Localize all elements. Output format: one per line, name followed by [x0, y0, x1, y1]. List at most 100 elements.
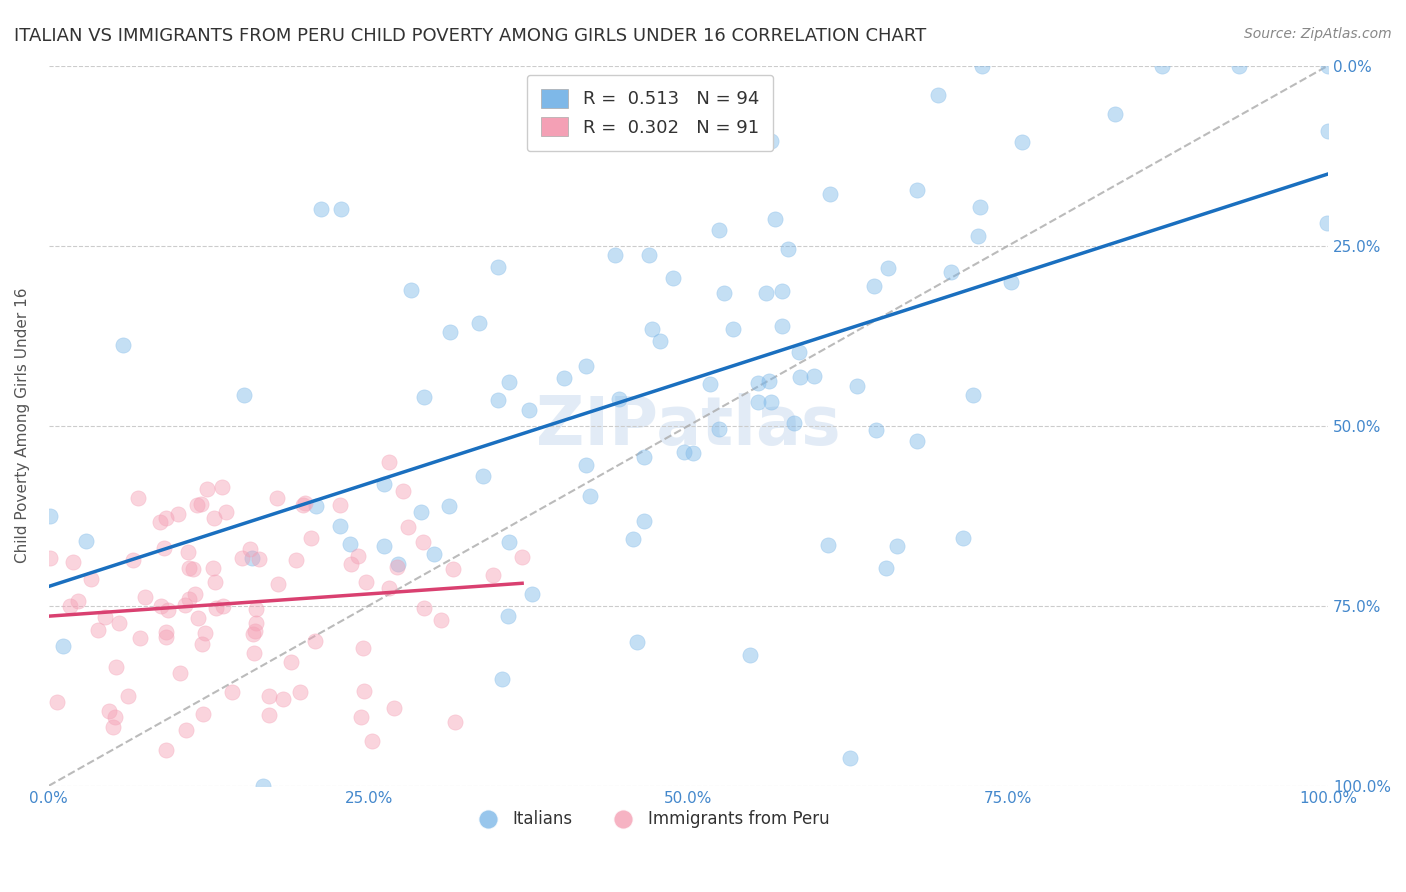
- Point: [1104, 107, 1126, 121]
- Point: [242, 627, 264, 641]
- Point: [39, 551, 62, 566]
- Point: [294, 496, 316, 510]
- Point: [761, 134, 783, 148]
- Point: [245, 601, 267, 615]
- Point: [875, 561, 897, 575]
- Point: [498, 535, 520, 549]
- Point: [778, 242, 800, 256]
- Point: [353, 684, 375, 698]
- Point: [575, 359, 598, 373]
- Text: Source: ZipAtlas.com: Source: ZipAtlas.com: [1244, 27, 1392, 41]
- Point: [621, 533, 644, 547]
- Point: [817, 538, 839, 552]
- Point: [638, 247, 661, 261]
- Point: [382, 701, 405, 715]
- Point: [127, 491, 149, 506]
- Point: [758, 375, 780, 389]
- Point: [266, 491, 288, 506]
- Point: [846, 379, 869, 393]
- Point: [183, 561, 205, 575]
- Point: [155, 630, 177, 644]
- Point: [770, 284, 793, 298]
- Point: [385, 559, 408, 574]
- Point: [520, 587, 543, 601]
- Point: [134, 590, 156, 604]
- Point: [905, 434, 928, 448]
- Point: [194, 625, 217, 640]
- Point: [257, 690, 280, 704]
- Point: [186, 498, 208, 512]
- Point: [787, 345, 810, 359]
- Point: [107, 616, 129, 631]
- Point: [191, 707, 214, 722]
- Point: [104, 710, 127, 724]
- Point: [80, 572, 103, 586]
- Point: [305, 499, 328, 513]
- Point: [52, 639, 75, 653]
- Point: [607, 392, 630, 407]
- Point: [648, 334, 671, 349]
- Point: [491, 672, 513, 686]
- Point: [339, 537, 361, 551]
- Point: [905, 183, 928, 197]
- Point: [575, 458, 598, 472]
- Point: [350, 710, 373, 724]
- Point: [1317, 59, 1340, 73]
- Point: [803, 368, 825, 383]
- Point: [231, 551, 253, 566]
- Point: [232, 388, 254, 402]
- Point: [240, 550, 263, 565]
- Point: [517, 403, 540, 417]
- Point: [340, 557, 363, 571]
- Point: [877, 261, 900, 276]
- Point: [579, 489, 602, 503]
- Point: [112, 338, 135, 352]
- Point: [865, 423, 887, 437]
- Point: [299, 531, 322, 545]
- Point: [292, 499, 315, 513]
- Point: [59, 599, 82, 613]
- Point: [747, 376, 769, 390]
- Point: [121, 552, 143, 566]
- Point: [641, 322, 664, 336]
- Point: [378, 455, 401, 469]
- Point: [738, 648, 761, 662]
- Point: [759, 394, 782, 409]
- Point: [439, 326, 461, 340]
- Point: [373, 477, 395, 491]
- Point: [1000, 275, 1022, 289]
- Point: [179, 561, 201, 575]
- Point: [411, 505, 433, 519]
- Point: [481, 567, 503, 582]
- Point: [498, 375, 520, 389]
- Point: [1227, 59, 1250, 73]
- Point: [252, 779, 274, 793]
- Point: [205, 601, 228, 615]
- Point: [87, 623, 110, 637]
- Point: [721, 322, 744, 336]
- Point: [682, 446, 704, 460]
- Point: [62, 555, 84, 569]
- Point: [401, 283, 423, 297]
- Point: [309, 202, 332, 216]
- Point: [155, 743, 177, 757]
- Point: [221, 685, 243, 699]
- Point: [243, 646, 266, 660]
- Point: [329, 519, 352, 533]
- Point: [330, 202, 353, 216]
- Point: [1150, 59, 1173, 73]
- Point: [672, 445, 695, 459]
- Point: [156, 603, 179, 617]
- Text: ZIPatlas: ZIPatlas: [536, 392, 841, 458]
- Point: [93, 610, 115, 624]
- Point: [962, 388, 984, 402]
- Point: [707, 223, 730, 237]
- Point: [174, 723, 197, 737]
- Point: [190, 497, 212, 511]
- Y-axis label: Child Poverty Among Girls Under 16: Child Poverty Among Girls Under 16: [15, 288, 30, 564]
- Point: [486, 260, 509, 274]
- Point: [1316, 216, 1339, 230]
- Point: [713, 286, 735, 301]
- Point: [183, 587, 205, 601]
- Point: [373, 539, 395, 553]
